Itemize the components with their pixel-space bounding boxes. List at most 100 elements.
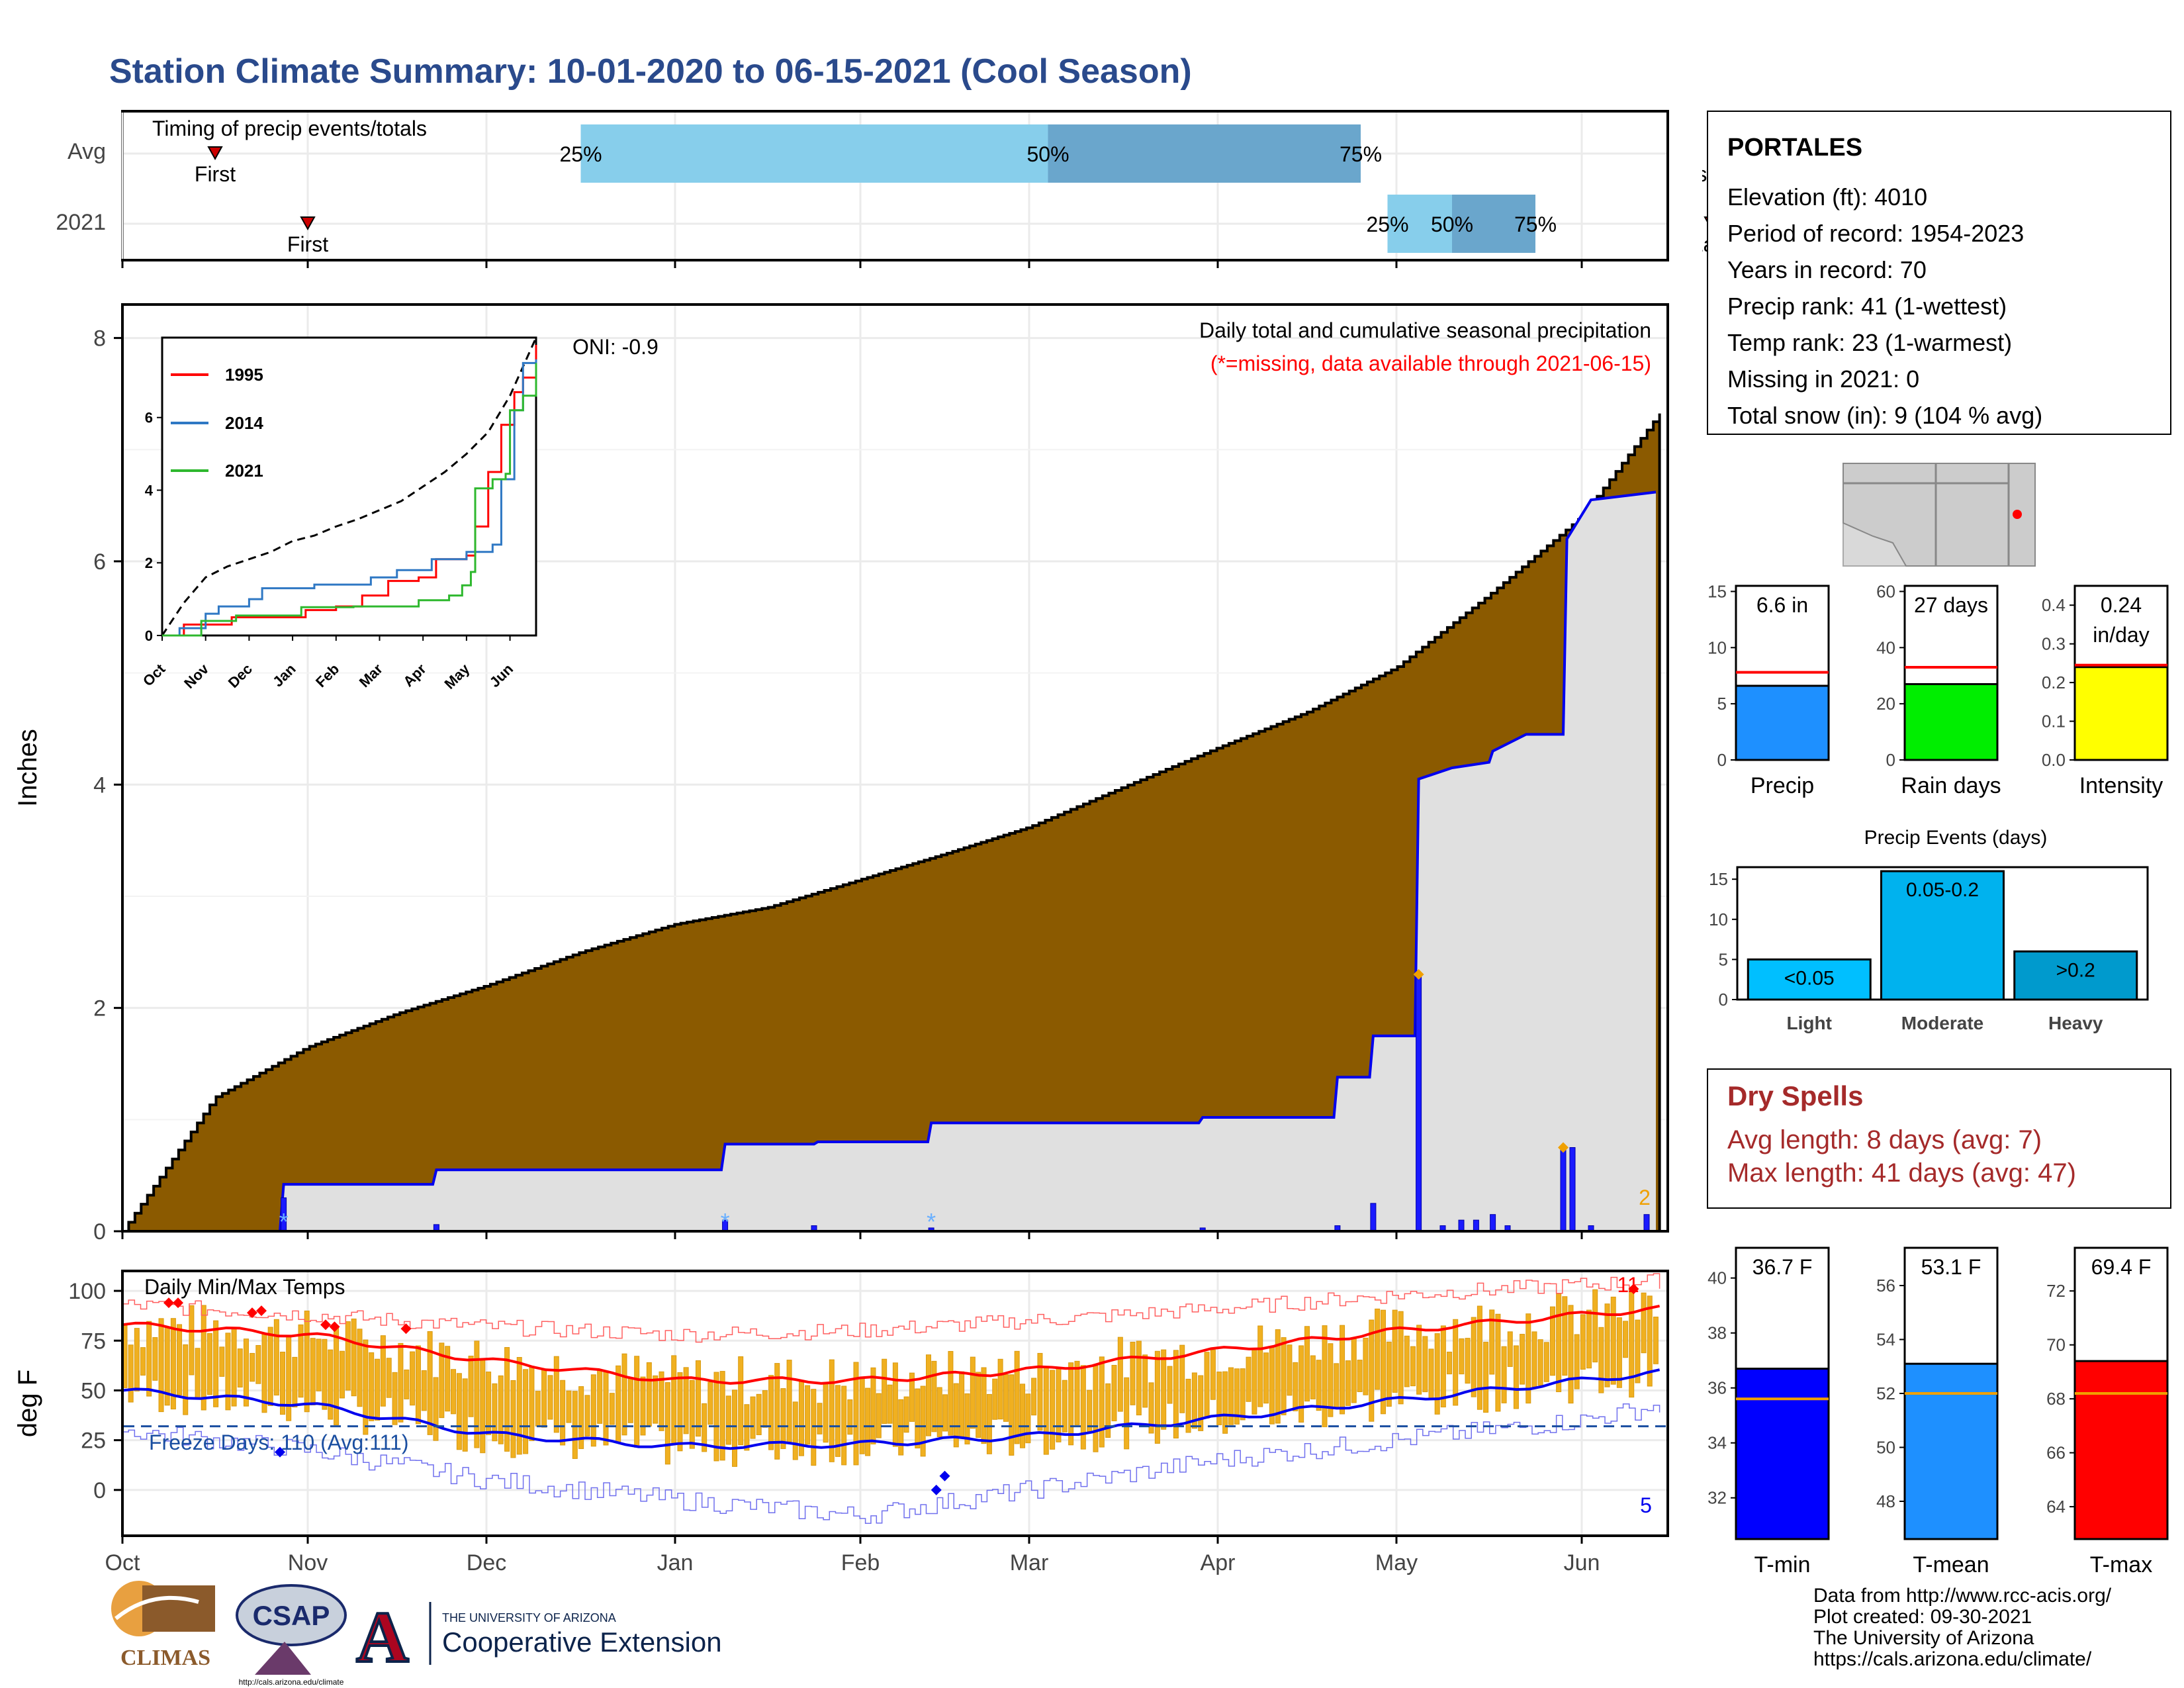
temp-y-axis: 0 25 50 75 100 — [68, 1279, 122, 1503]
stat-raindays: 0 20 40 60 27 days Rain days — [1876, 581, 2001, 798]
inset-avg-line — [161, 337, 537, 636]
oni-label: ONI: -0.9 — [572, 335, 659, 359]
daily-temp-bar — [1275, 1329, 1281, 1424]
inset-legend-2014: 2014 — [225, 413, 263, 433]
daily-temp-bar — [677, 1372, 683, 1452]
events-bar — [2013, 950, 2138, 1001]
daily-temp-bar — [829, 1359, 835, 1462]
station-name: PORTALES — [1727, 134, 1862, 162]
daily-temp-bar — [805, 1385, 811, 1445]
timing-p50-label: 50% — [1026, 142, 1069, 166]
daily-temp-bar — [1025, 1393, 1031, 1444]
daily-temp-bar — [1251, 1348, 1257, 1415]
csap-logo-text: CSAP — [253, 1600, 330, 1631]
daily-temp-bar — [1422, 1336, 1428, 1393]
daily-temp-bar — [1056, 1368, 1062, 1442]
daily-temp-bar — [213, 1320, 219, 1407]
daily-temp-bar — [1167, 1366, 1173, 1404]
temp-stat-tmean: 48 50 52 54 56 53.1 F T-mean — [1876, 1246, 1999, 1577]
inset-legend-2021: 2021 — [225, 461, 263, 481]
daily-temp-bar — [1525, 1313, 1531, 1404]
month-label: Feb — [841, 1550, 880, 1575]
dry-spells-max: Max length: 41 days (avg: 47) — [1727, 1158, 2076, 1188]
daily-temp-bar — [1080, 1365, 1086, 1450]
daily-temp-bar — [689, 1380, 695, 1449]
daily-temp-bar — [578, 1386, 584, 1449]
daily-temp-bar — [1009, 1374, 1015, 1456]
record-high-marker — [400, 1323, 412, 1335]
daily-temp-bar — [183, 1344, 189, 1415]
stat-bar — [1735, 1368, 1830, 1540]
timing-first-marker — [207, 146, 223, 161]
daily-temp-bar — [1574, 1334, 1580, 1389]
inset-ytick-label: 6 — [145, 410, 153, 426]
timing-title: Timing of precip events/totals — [152, 117, 427, 140]
daily-temp-bar — [380, 1335, 386, 1407]
timing-marks: 25%50%75%FirstLast25%50%75%FirstLast — [195, 111, 1731, 263]
daily-temp-bar — [140, 1347, 146, 1376]
stat-value-label: 0.24 — [2101, 593, 2142, 617]
daily-temp-bar — [1616, 1317, 1622, 1388]
daily-temp-bar — [1520, 1334, 1525, 1385]
station-info-line: Temp rank: 23 (1-warmest) — [1727, 329, 2012, 356]
daily-temp-bar — [1099, 1356, 1105, 1448]
timing-first-label: First — [195, 162, 236, 186]
daily-temp-bar — [1351, 1338, 1357, 1403]
temp-panel: 0 25 50 75 100 deg F Daily Min/Max Temps Fre… — [13, 1258, 1702, 1549]
daily-temp-bar — [1543, 1342, 1549, 1382]
daily-temp-bar — [1191, 1372, 1197, 1429]
daily-temp-bar — [970, 1356, 976, 1429]
csap-logo: CSAP http://cals.arizona.edu/climate — [236, 1584, 347, 1687]
daily-temp-bar — [915, 1388, 921, 1448]
locator-map — [1843, 463, 2036, 567]
timing-row-label-2021: 2021 — [56, 210, 106, 235]
daily-temp-bar — [486, 1372, 492, 1435]
stat-axis-label: T-mean — [1913, 1552, 1989, 1577]
daily-temp-bar — [243, 1338, 249, 1407]
daily-temp-bar — [498, 1375, 504, 1444]
daily-temp-bar — [898, 1399, 904, 1456]
daily-temp-bar — [189, 1305, 195, 1376]
stat-tick-label: 0.2 — [2042, 673, 2066, 692]
month-label: Jan — [657, 1550, 694, 1575]
stat-tick-label: 50 — [1876, 1437, 1895, 1457]
temp-ylabel: deg F — [13, 1370, 42, 1437]
stat-axis-label: T-min — [1754, 1552, 1811, 1577]
daily-temp-bar — [1304, 1326, 1310, 1402]
timing-bar-50-75 — [1452, 195, 1535, 253]
dry-spells-frame — [1707, 1068, 2171, 1209]
daily-temp-bar — [1216, 1372, 1222, 1425]
daily-temp-bar — [1136, 1340, 1142, 1416]
stat-value-label: in/day — [2093, 623, 2149, 647]
daily-temp-bar — [882, 1358, 887, 1424]
daily-temp-bar — [1003, 1374, 1009, 1422]
precip-ytick-label: 8 — [93, 326, 106, 352]
daily-temp-bar — [1380, 1309, 1386, 1415]
daily-temp-bar — [255, 1344, 261, 1384]
daily-temp-bar — [415, 1345, 421, 1425]
daily-temp-bar — [653, 1375, 659, 1424]
daily-temp-bar — [780, 1388, 786, 1449]
credits: Data from http://www.rcc-acis.org/Plot c… — [1813, 1585, 2112, 1670]
record-max-line — [122, 1273, 1661, 1343]
stat-value-label: 36.7 F — [1752, 1255, 1813, 1279]
climas-logo: CLIMAS — [111, 1581, 215, 1670]
daily-temp-bar — [774, 1363, 780, 1460]
ua-block-a: A — [356, 1597, 408, 1677]
month-label: Dec — [467, 1550, 506, 1575]
daily-temp-bar — [762, 1390, 768, 1428]
daily-precip-bar — [1569, 1147, 1576, 1232]
daily-temp-bar — [1340, 1325, 1345, 1415]
station-info-line: Elevation (ft): 4010 — [1727, 183, 1927, 211]
daily-temp-bar — [1428, 1348, 1434, 1400]
daily-temp-bar — [659, 1371, 664, 1431]
daily-temp-bar — [835, 1385, 841, 1457]
climas-logo-block — [142, 1585, 215, 1632]
precip-subtitle: Daily total and cumulative seasonal prec… — [1199, 318, 1651, 342]
daily-temp-bar — [369, 1352, 375, 1421]
credit-line: https://cals.arizona.edu/climate/ — [1813, 1648, 2092, 1670]
stat-bar — [1735, 684, 1830, 761]
stat-axis-label: T-max — [2090, 1552, 2152, 1577]
credit-line: The University of Arizona — [1813, 1627, 2034, 1649]
daily-temp-bar — [273, 1319, 279, 1396]
